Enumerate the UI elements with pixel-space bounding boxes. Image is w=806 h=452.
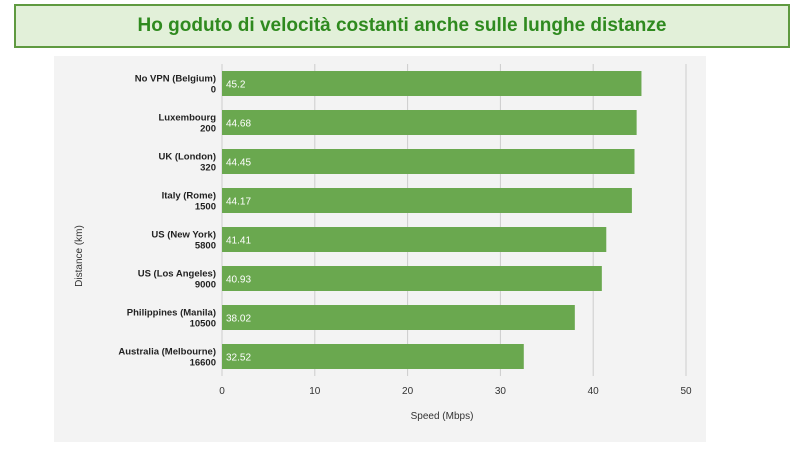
bar-value-label: 38.02 <box>226 314 251 325</box>
chart-title: Ho goduto di velocità costanti anche sul… <box>137 15 667 36</box>
category-distance-label: 1500 <box>195 202 216 213</box>
category-distance-label: 320 <box>200 163 216 174</box>
bar <box>222 266 602 291</box>
category-name-label: Italy (Rome) <box>162 191 216 202</box>
chart-title-banner: Ho goduto di velocità costanti anche sul… <box>14 4 790 48</box>
category-name-label: Philippines (Manila) <box>127 308 216 319</box>
chart-panel: 45.2 44.68 44.45 44.17 41.41 40.93 38.02 32.52 … <box>54 56 706 442</box>
bar-chart: 45.244.6844.4544.1741.4140.9338.0232.52 … <box>74 64 692 422</box>
bar-value-label: 41.41 <box>226 236 251 247</box>
bar <box>222 344 524 369</box>
category-name-label: No VPN (Belgium) <box>135 74 216 85</box>
category-name-label: Australia (Melbourne) <box>118 347 216 358</box>
bars: 45.2 44.68 44.45 44.17 41.41 40.93 38.02 32.52 <box>222 71 642 369</box>
bar <box>222 188 632 213</box>
bar-value-label: 45.2 <box>226 80 246 91</box>
bar <box>222 149 635 174</box>
bar <box>222 227 607 252</box>
bar-value-label: 40.93 <box>226 275 251 286</box>
bar <box>222 71 642 96</box>
bar <box>222 305 575 330</box>
bar-value-label: 44.45 <box>226 158 251 169</box>
category-name-label: US (New York) <box>151 230 216 241</box>
bar-value-label: 32.52 <box>226 353 251 364</box>
x-tick-label: 10 <box>309 386 321 397</box>
category-distance-label: 9000 <box>195 280 216 291</box>
category-distance-label: 0 <box>211 85 216 96</box>
x-tick-label: 50 <box>680 386 692 397</box>
x-axis-title: Speed (Mbps) <box>411 411 474 422</box>
bar-value-label: 44.17 <box>226 197 251 208</box>
x-tick-label: 0 <box>219 386 225 397</box>
bar-value-label: 44.68 <box>226 119 251 130</box>
category-distance-label: 200 <box>200 124 216 135</box>
category-name-label: UK (London) <box>158 152 216 163</box>
x-tick-labels: 0 10 20 30 40 50 <box>219 386 692 397</box>
category-name-label: Luxembourg <box>158 113 216 124</box>
category-distance-label: 16600 <box>190 358 216 369</box>
bar <box>222 110 637 135</box>
x-tick-label: 40 <box>588 386 600 397</box>
x-tick-label: 30 <box>495 386 507 397</box>
category-distance-label: 5800 <box>195 241 216 252</box>
x-tick-label: 20 <box>402 386 414 397</box>
category-distance-label: 10500 <box>190 319 216 330</box>
y-axis-title: Distance (km) <box>74 225 85 287</box>
category-name-label: US (Los Angeles) <box>138 269 216 280</box>
